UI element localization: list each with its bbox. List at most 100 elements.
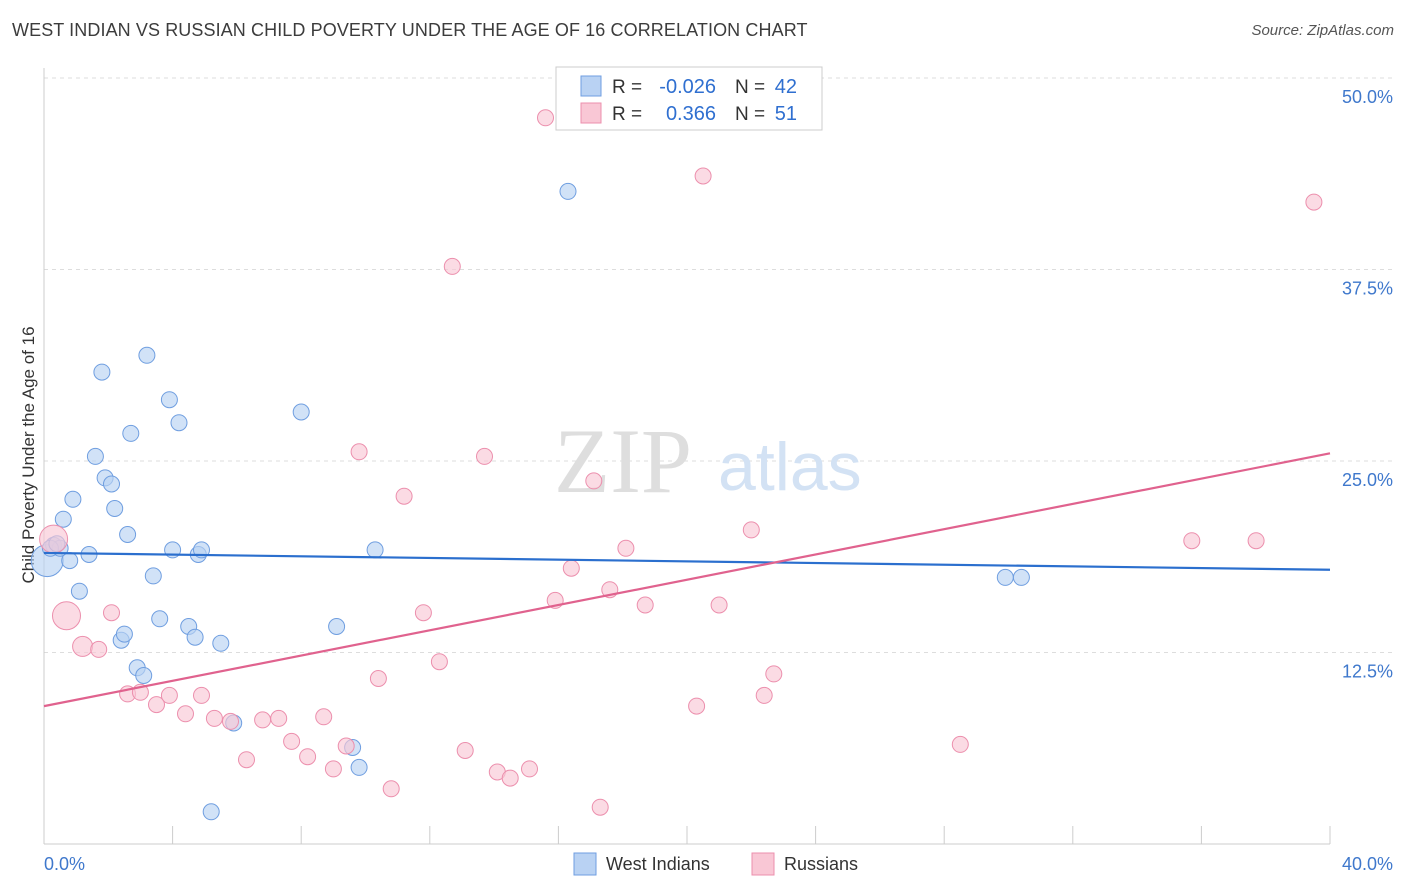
x-tick-label-min: 0.0%	[44, 854, 85, 874]
stats-n-label-1: N =	[735, 77, 765, 98]
west-indians-point	[559, 182, 577, 200]
russians-point	[337, 737, 355, 755]
legend-swatch-west-indians	[573, 852, 597, 876]
west-indians-point	[86, 447, 104, 465]
y-tick-label: 50.0%	[1342, 87, 1393, 107]
west-indians-point	[106, 500, 124, 517]
russians-point	[688, 697, 706, 715]
russians-point	[270, 709, 288, 727]
west-indians-point	[1012, 568, 1030, 586]
russians-point	[1247, 532, 1265, 550]
russians-point	[72, 635, 94, 657]
gridlines	[44, 77, 1395, 653]
stats-n-value-west-indians: 42	[775, 76, 797, 98]
russians-point	[254, 711, 272, 729]
west-indians-point	[212, 634, 230, 652]
y-tick-label: 12.5%	[1342, 662, 1393, 682]
west-indians-point	[122, 424, 140, 442]
west-indians-point	[160, 391, 178, 409]
russians-point	[765, 665, 783, 683]
stats-r-label-2: R =	[612, 104, 642, 125]
stats-swatch-russians	[580, 102, 602, 124]
stats-box: R = -0.026 N = 42 R = 0.366 N = 51	[555, 66, 823, 131]
russians-point	[90, 640, 108, 658]
russians-point	[951, 735, 969, 753]
west-indians-point	[119, 526, 137, 543]
legend-label-russians: Russians	[784, 854, 858, 874]
stats-n-label-2: N =	[735, 104, 765, 125]
russians-point	[369, 670, 387, 687]
west-indians-point	[328, 618, 346, 635]
stats-r-value-west-indians: -0.026	[659, 76, 716, 98]
russians-point	[636, 596, 654, 614]
russians-point	[562, 559, 580, 577]
russians-point	[456, 742, 474, 759]
y-tick-labels: 12.5% 25.0% 37.5% 50.0%	[1342, 87, 1393, 682]
west-indians-point	[135, 667, 153, 684]
west-indians-point	[292, 403, 310, 421]
russians-point	[103, 604, 120, 622]
russians-point	[742, 521, 760, 539]
russians-point	[1183, 532, 1201, 550]
russians-point	[39, 524, 69, 554]
y-tick-label: 37.5%	[1342, 279, 1393, 299]
legend-label-west-indians: West Indians	[606, 854, 710, 874]
russians-point	[591, 798, 609, 816]
russians-point	[148, 696, 165, 714]
chart-source: Source: ZipAtlas.com	[1251, 22, 1394, 39]
west-indians-point	[138, 346, 156, 364]
west-indians-point	[170, 414, 188, 432]
west-indians-point	[350, 758, 368, 776]
russians-point	[521, 760, 538, 778]
russians-point	[52, 601, 81, 631]
west-indians-point	[151, 610, 169, 628]
russians-point	[299, 748, 317, 766]
stats-r-label-1: R =	[612, 77, 642, 98]
x-tick-label-max: 40.0%	[1342, 854, 1393, 874]
russians-point	[585, 472, 603, 490]
stats-n-value-russians: 51	[775, 103, 797, 125]
stats-swatch-west-indians	[580, 75, 602, 97]
russians-point	[430, 653, 448, 671]
russians-point	[755, 686, 773, 704]
west-indians-point	[70, 582, 88, 600]
russians-point	[537, 109, 554, 127]
west-indians-point	[61, 552, 79, 570]
russians-point	[222, 712, 239, 730]
russians-point	[324, 760, 342, 778]
y-axis-title: Child Poverty Under the Age of 16	[19, 326, 38, 583]
russians-point	[1305, 193, 1323, 211]
russians-point	[283, 732, 301, 750]
west-indians-point	[144, 567, 162, 585]
west-indians-point	[996, 568, 1014, 586]
x-axis-ticks	[172, 826, 1331, 844]
west-indians-point	[366, 541, 384, 559]
russians-trend-line	[43, 452, 1331, 708]
russians-point	[238, 751, 255, 769]
russians-point	[694, 167, 712, 185]
chart-title: WEST INDIAN VS RUSSIAN CHILD POVERTY UND…	[12, 20, 808, 40]
west-indians-point	[202, 803, 220, 821]
west-indians-point	[54, 510, 72, 528]
west-indians-trend-line	[43, 551, 1331, 571]
watermark-atlas: atlas	[718, 429, 862, 505]
russians-point	[160, 686, 178, 704]
legend-swatch-russians	[751, 852, 775, 876]
russians-point	[414, 604, 432, 622]
stats-r-value-russians: 0.366	[666, 103, 716, 125]
west-indians-point	[186, 628, 204, 646]
russians-point	[617, 539, 635, 557]
russians-point	[177, 705, 194, 723]
russians-point	[205, 709, 223, 727]
legend: West Indians Russians	[573, 852, 858, 876]
russians-point	[476, 447, 493, 465]
russians-point	[315, 708, 333, 726]
russians-point	[710, 596, 728, 614]
russians-point	[193, 686, 210, 704]
russians-point	[443, 257, 461, 275]
y-tick-label: 25.0%	[1342, 470, 1393, 490]
russians-point	[501, 769, 519, 787]
west-indians-point	[103, 475, 120, 493]
russians-point	[395, 487, 413, 505]
